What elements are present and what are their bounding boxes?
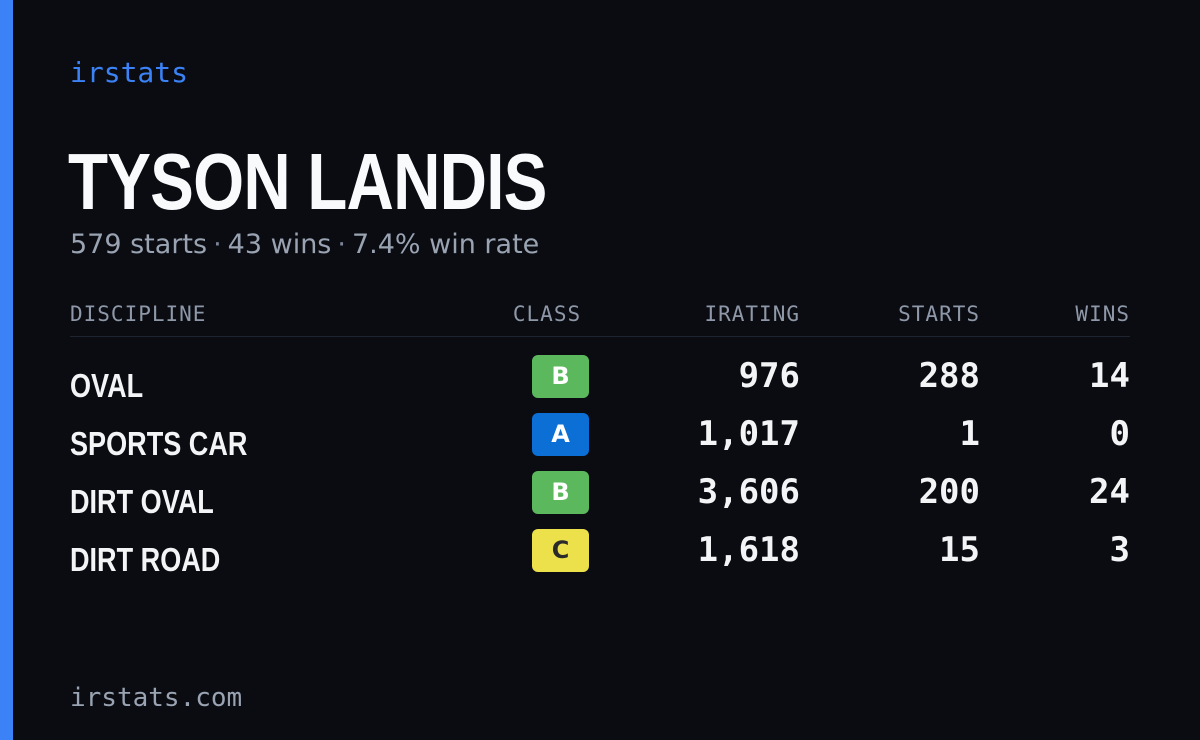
player-summary: 579 starts · 43 wins · 7.4% win rate [70, 227, 539, 263]
summary-starts: 579 starts [70, 229, 208, 260]
header-class: CLASS [512, 302, 582, 326]
player-name: TYSON LANDIS [68, 137, 547, 226]
table-row: OVAL B 976 288 14 [70, 353, 1130, 411]
irating-cell: 976 [738, 356, 800, 396]
irating-cell: 1,618 [697, 530, 800, 570]
table-row: SPORTS CAR A 1,017 1 0 [70, 411, 1130, 469]
summary-separator: · [213, 229, 222, 260]
discipline-cell: DIRT ROAD [70, 541, 221, 578]
class-badge: C [532, 529, 589, 572]
starts-cell: 288 [918, 356, 980, 396]
starts-cell: 1 [959, 414, 980, 454]
table-header: DISCIPLINE CLASS IRATING STARTS WINS [70, 296, 1130, 337]
summary-win-rate: 7.4% win rate [351, 229, 540, 260]
summary-wins: 43 wins [227, 229, 332, 260]
table-body: OVAL B 976 288 14 SPORTS CAR A 1,017 1 0… [70, 337, 1130, 585]
header-irating: IRATING [704, 302, 800, 326]
starts-cell: 200 [918, 472, 980, 512]
footer-url[interactable]: irstats.com [70, 683, 243, 713]
summary-separator: · [337, 229, 346, 260]
stats-table: DISCIPLINE CLASS IRATING STARTS WINS OVA… [70, 296, 1130, 585]
starts-cell: 15 [939, 530, 980, 570]
class-badge: B [532, 355, 589, 398]
brand-logo[interactable]: irstats [70, 56, 189, 89]
table-row: DIRT ROAD C 1,618 15 3 [70, 527, 1130, 585]
header-wins: WINS [1075, 302, 1130, 326]
wins-cell: 3 [1109, 530, 1130, 570]
accent-bar [0, 0, 13, 740]
header-discipline: DISCIPLINE [70, 302, 207, 326]
irating-cell: 1,017 [697, 414, 800, 454]
header-starts: STARTS [898, 302, 980, 326]
wins-cell: 0 [1109, 414, 1130, 454]
class-badge: A [532, 413, 589, 456]
table-row: DIRT OVAL B 3,606 200 24 [70, 469, 1130, 527]
discipline-cell: SPORTS CAR [70, 425, 248, 462]
irating-cell: 3,606 [697, 472, 800, 512]
discipline-cell: DIRT OVAL [70, 483, 214, 520]
wins-cell: 14 [1089, 356, 1130, 396]
wins-cell: 24 [1089, 472, 1130, 512]
discipline-cell: OVAL [70, 367, 144, 404]
class-badge: B [532, 471, 589, 514]
